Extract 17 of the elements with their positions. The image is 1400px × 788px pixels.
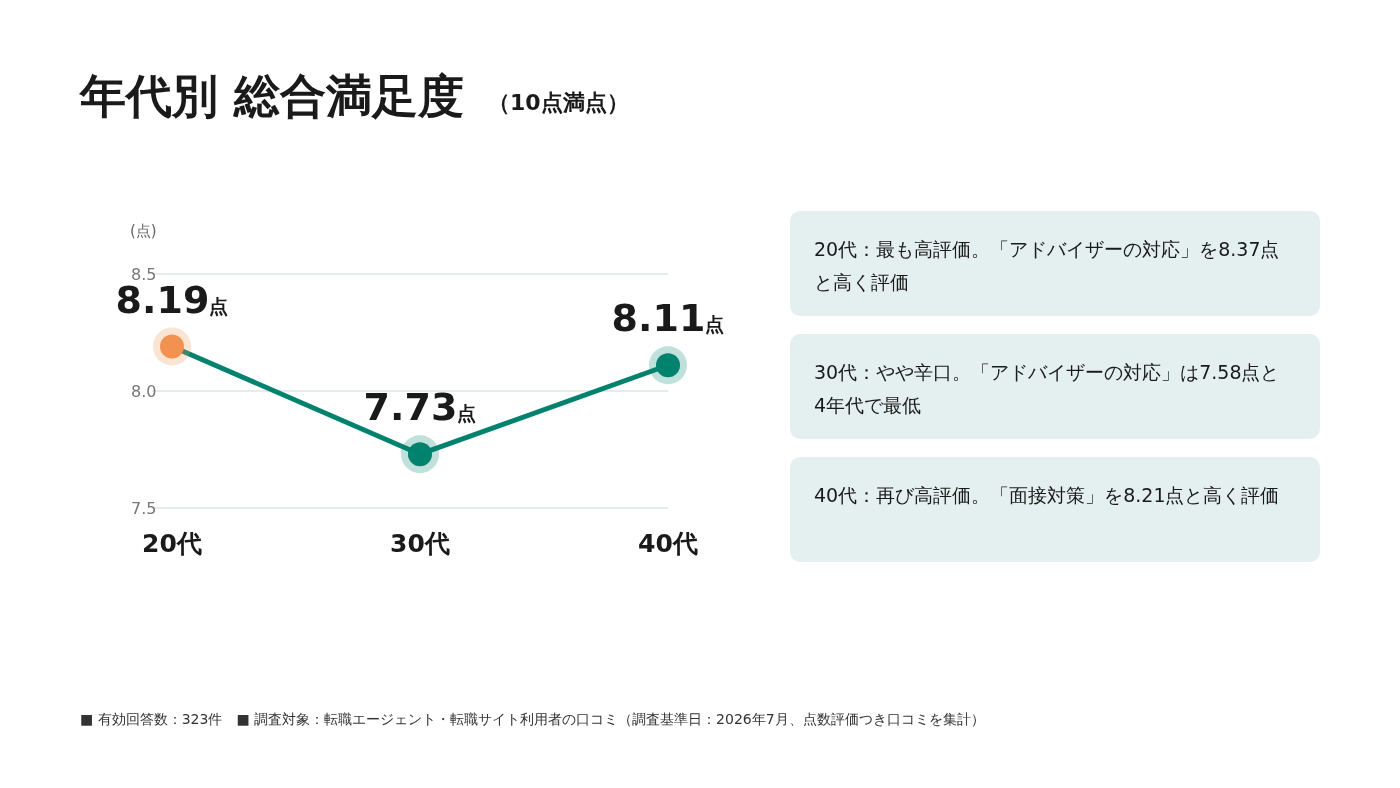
y-axis-title: (点) [130, 222, 157, 240]
text: 30代：やや辛口。「アドバイザーの対応」は7.58点と4年代で最低 [814, 361, 1280, 416]
data-label: 8.11点 [611, 296, 725, 341]
point [649, 346, 687, 385]
y-tick-label: 7.5 [131, 499, 157, 518]
data-label: 7.73点 [363, 385, 477, 430]
point [153, 327, 191, 366]
y-tick-label: 8.0 [131, 382, 157, 401]
text: 20代：最も高評価。「アドバイザーの対応」を8.37点と高く評価 [814, 238, 1280, 293]
text: ■ 有効回答数：323件 ■ 調査対象：転職エージェント・転職サイト利用者の口コミ（調査基準日：2026年7月、点数評価つき口コミを集計） [80, 711, 985, 727]
x-tick-label: 30代 [390, 529, 450, 558]
chart-title: 年代別 総合満足度 [78, 69, 465, 123]
x-tick-label: 20代 [142, 529, 202, 558]
point [401, 435, 439, 474]
x-tick-label: 40代 [638, 529, 698, 558]
text: 40代：再び高評価。「面接対策」を8.21点と高く評価 [814, 484, 1280, 506]
chart-subtitle: （10点満点） [488, 90, 629, 115]
